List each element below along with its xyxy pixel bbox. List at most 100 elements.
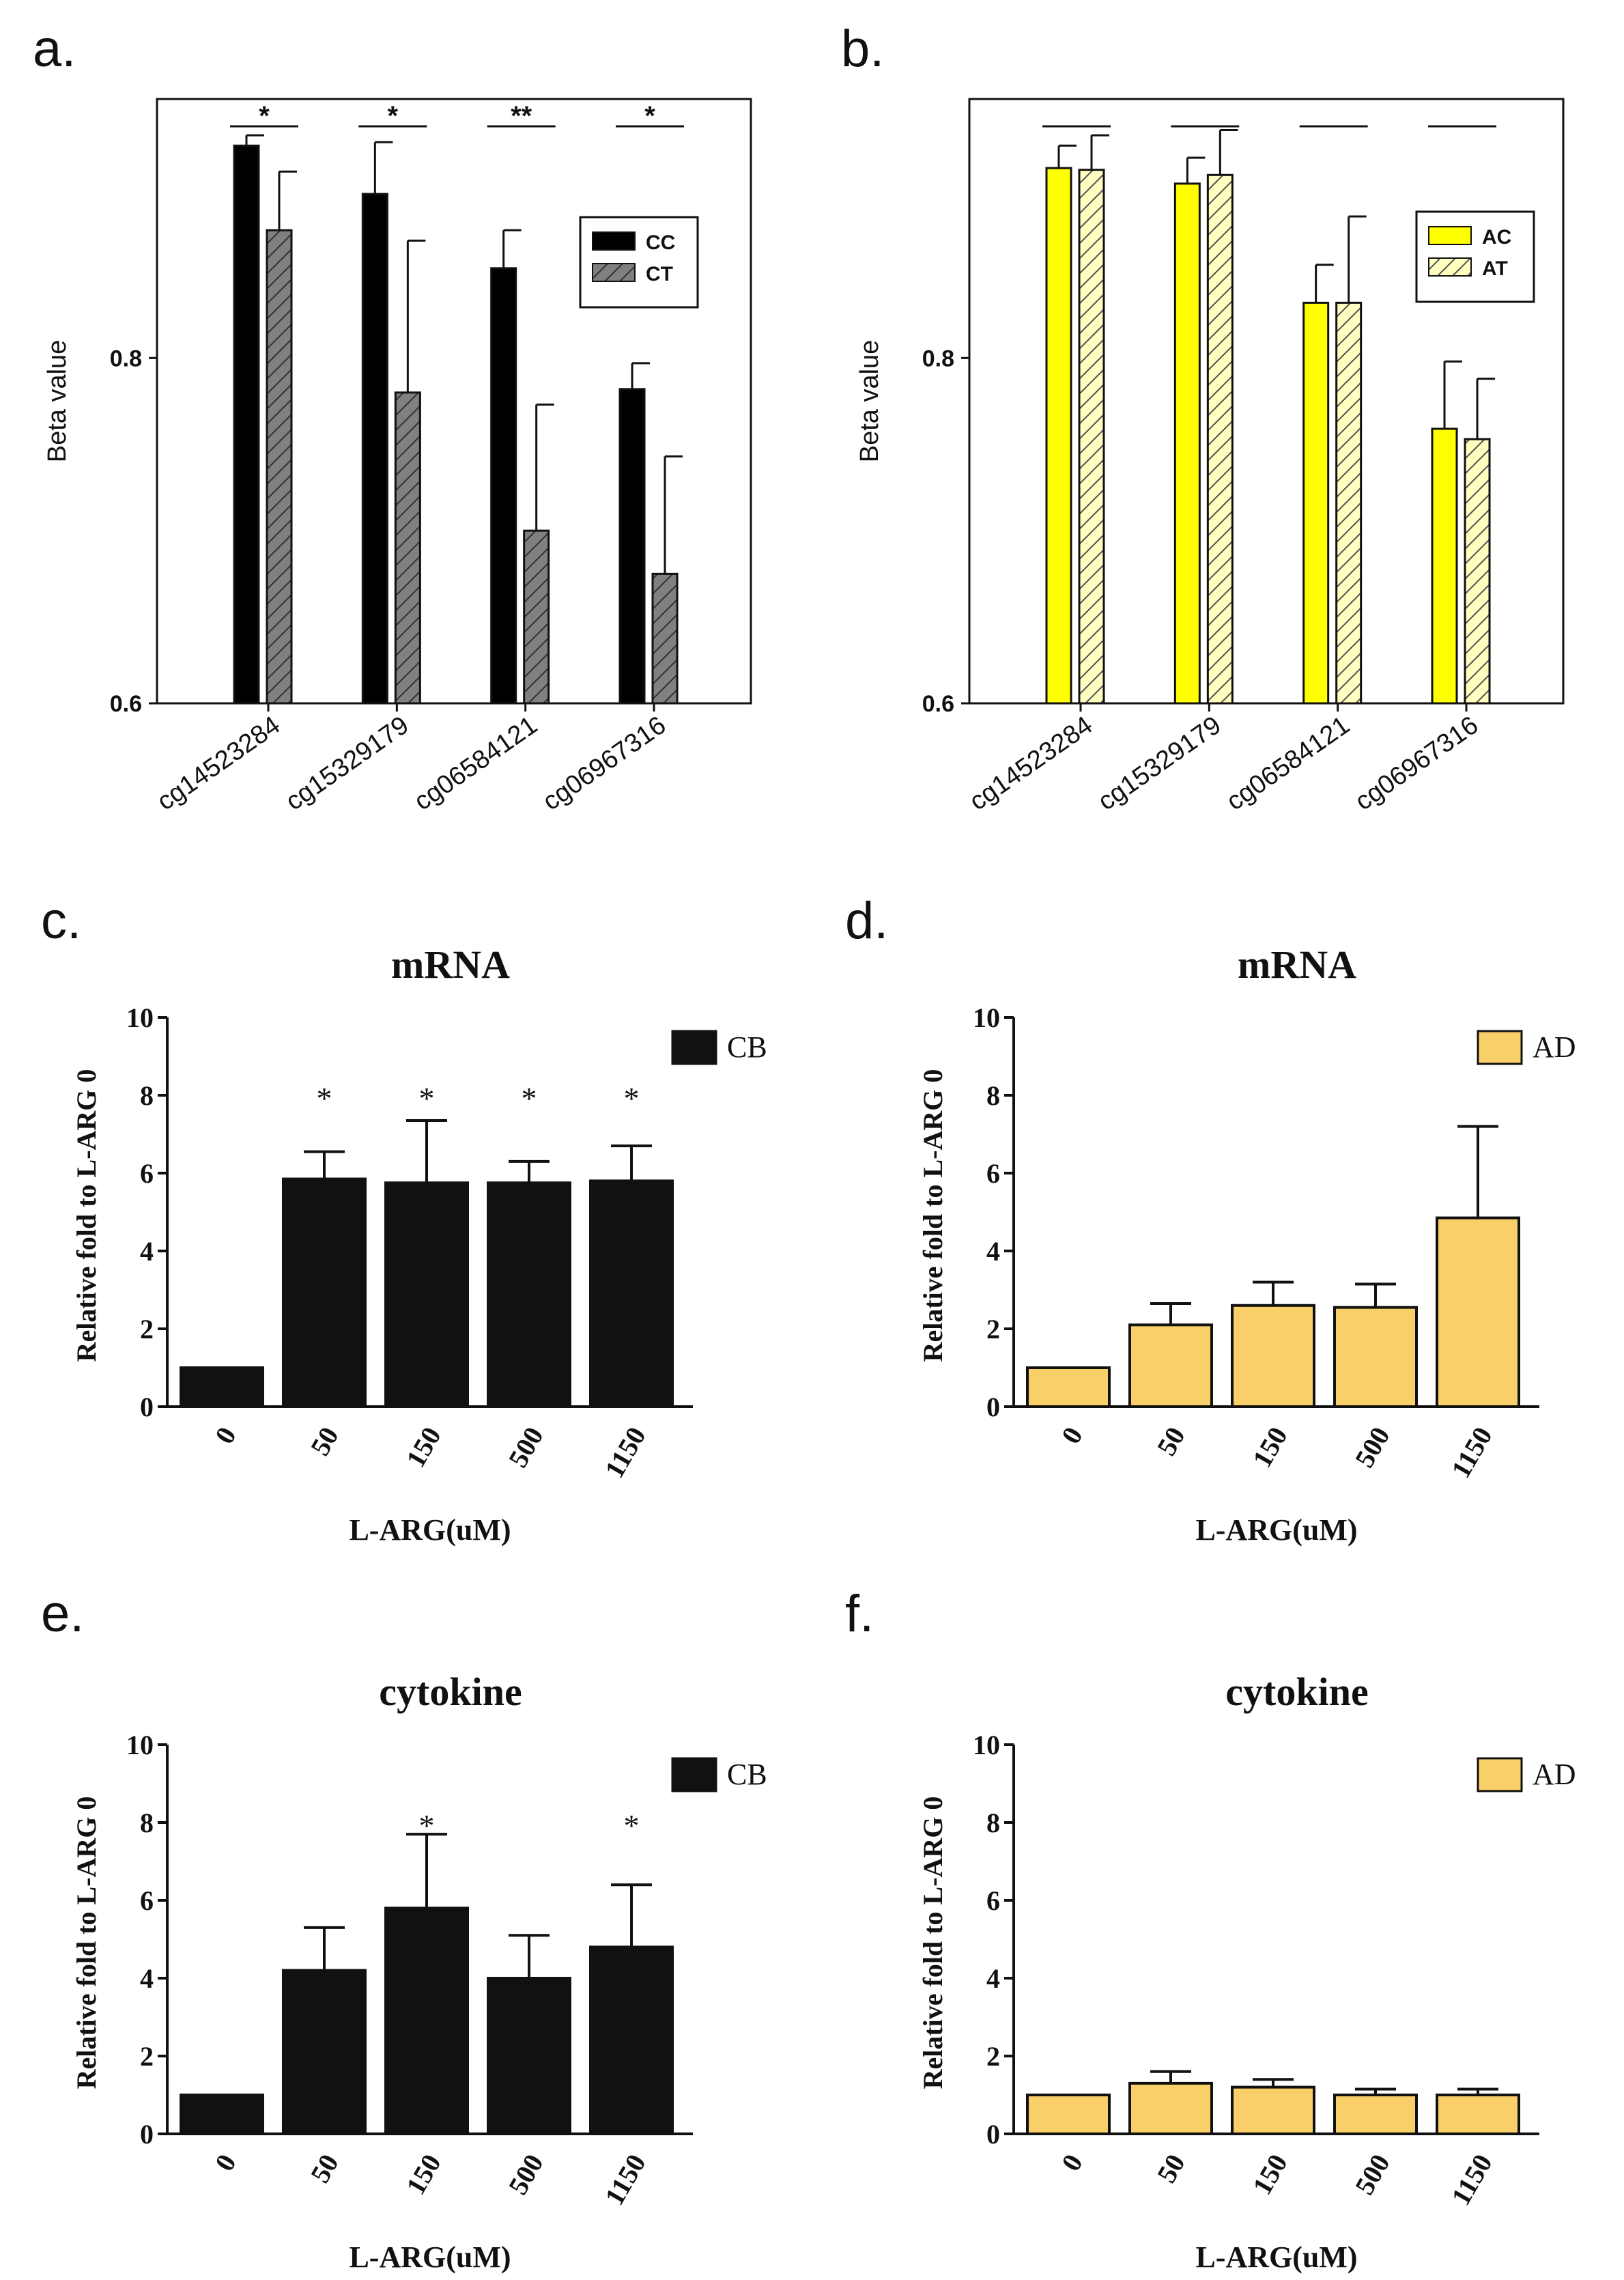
y-tick-label: 4: [986, 1963, 1000, 1994]
y-tick-label: 8: [986, 1807, 1000, 1838]
y-axis-label: Beta value: [855, 340, 884, 463]
bar: [1128, 1323, 1213, 1408]
y-tick-label: 0.6: [110, 691, 142, 717]
y-tick-label: 2: [140, 2041, 154, 2072]
significance-marker: *: [624, 1808, 640, 1843]
x-tick-label: cg14523284: [152, 711, 285, 816]
legend-swatch-at: [1428, 257, 1472, 277]
bar-at: [1078, 169, 1105, 705]
y-tick-label: 8: [140, 1807, 154, 1838]
panel-label-b: b.: [841, 20, 885, 78]
x-tick-label: 50: [1151, 1422, 1191, 1461]
legend-label-at: AT: [1482, 257, 1508, 280]
x-tick-label: 0: [1055, 2149, 1089, 2176]
bar: [1231, 1304, 1315, 1408]
bar: [1436, 1216, 1520, 1408]
bar: [1231, 2085, 1315, 2135]
x-tick-label: 1150: [1445, 1422, 1498, 1483]
chart-title: mRNA: [1238, 942, 1356, 987]
legend-label-ct: CT: [646, 263, 673, 285]
bar: [589, 1179, 674, 1408]
bar-at: [1206, 173, 1234, 705]
x-axis-label: L-ARG(uM): [1195, 2240, 1357, 2274]
x-tick-label: 1150: [599, 2149, 652, 2210]
significance-marker: *: [419, 1808, 435, 1843]
bar: [487, 1977, 571, 2135]
legend-label: CB: [727, 1758, 767, 1791]
x-tick-label: cg15329179: [1093, 711, 1226, 816]
y-tick-label: 0.6: [922, 691, 954, 717]
bar: [1333, 1306, 1418, 1409]
y-tick-label: 10: [973, 1002, 1000, 1033]
x-tick-label: 150: [400, 1422, 447, 1472]
legend-swatch: [1477, 1030, 1523, 1065]
bar: [1026, 2094, 1111, 2135]
bar: [282, 1969, 367, 2135]
x-tick-label: 50: [1151, 2149, 1191, 2188]
bar-cc: [233, 144, 260, 705]
bar-cc: [361, 193, 388, 705]
chart-c: mRNA 0 2 4 6 8 10 Relative fold to L-ARG 0 0 * 50 *…: [71, 942, 767, 1547]
y-axis-label: Relative fold to L-ARG 0: [917, 1797, 948, 2089]
legend-swatch-ac: [1428, 226, 1472, 245]
y-axis-label: Relative fold to L-ARG 0: [71, 1069, 102, 1362]
x-tick-label: 1150: [599, 1422, 652, 1483]
legend-swatch: [1477, 1757, 1523, 1792]
y-tick-label: 8: [140, 1080, 154, 1111]
legend-label: CB: [727, 1030, 767, 1064]
x-tick-label: 150: [1247, 1422, 1294, 1472]
x-tick-label: 50: [304, 2149, 345, 2188]
y-axis-label: Relative fold to L-ARG 0: [917, 1069, 948, 1362]
significance-marker: *: [419, 1081, 435, 1116]
y-tick-label: 6: [140, 1885, 154, 1916]
y-tick-label: 2: [140, 1314, 154, 1345]
bar: [1128, 2081, 1213, 2136]
bar: [1026, 1366, 1111, 1408]
bar: [1436, 2094, 1520, 2135]
bar: [282, 1177, 367, 1408]
y-tick-label: 6: [986, 1158, 1000, 1189]
x-axis-label: L-ARG(uM): [1195, 1513, 1357, 1547]
y-tick-label: 4: [140, 1236, 154, 1267]
x-tick-label: 0: [209, 2149, 242, 2176]
y-axis-label: Relative fold to L-ARG 0: [71, 1797, 102, 2089]
y-tick-label: 4: [140, 1963, 154, 1994]
bar: [384, 1181, 469, 1408]
x-tick-label: cg15329179: [281, 711, 414, 816]
significance-marker: *: [644, 101, 655, 131]
y-tick-label: 0.8: [922, 346, 954, 371]
bar-at: [1335, 301, 1363, 705]
y-tick-label: 2: [986, 2041, 1000, 2072]
x-tick-label: 500: [1349, 1422, 1396, 1472]
y-tick-label: 10: [126, 1730, 154, 1760]
legend-label: AD: [1533, 1030, 1576, 1064]
x-tick-label: 0: [209, 1422, 242, 1449]
y-tick-label: 0: [140, 2119, 154, 2150]
chart-title: cytokine: [1225, 1670, 1368, 1714]
bar-cc: [618, 388, 646, 705]
y-tick-label: 0: [140, 1392, 154, 1422]
bar: [589, 1945, 674, 2136]
bar-ct: [394, 391, 421, 705]
chart-title: mRNA: [391, 942, 510, 987]
chart-e: cytokine 0 2 4 6 8 10 Relative fold to L-ARG 0 0…: [71, 1670, 767, 2274]
bar-ct: [266, 229, 293, 705]
x-axis-label: L-ARG(uM): [349, 1513, 511, 1547]
legend-label: AD: [1533, 1758, 1576, 1791]
legend-label-ac: AC: [1482, 226, 1511, 249]
x-tick-label: cg06584121: [1221, 711, 1354, 816]
bar: [384, 1906, 469, 2135]
panel-label-e: e.: [41, 1585, 85, 1643]
bar-ac: [1045, 167, 1072, 705]
x-tick-label: 50: [304, 1422, 345, 1461]
x-tick-label: 0: [1055, 1422, 1089, 1449]
plot-frame: [968, 98, 1565, 705]
significance-marker: *: [259, 101, 270, 131]
x-tick-label: 1150: [1445, 2149, 1498, 2210]
panel-label-f: f.: [845, 1585, 874, 1643]
legend-swatch: [671, 1030, 717, 1065]
bar: [180, 1366, 264, 1408]
x-tick-label: 500: [1349, 2149, 1396, 2199]
